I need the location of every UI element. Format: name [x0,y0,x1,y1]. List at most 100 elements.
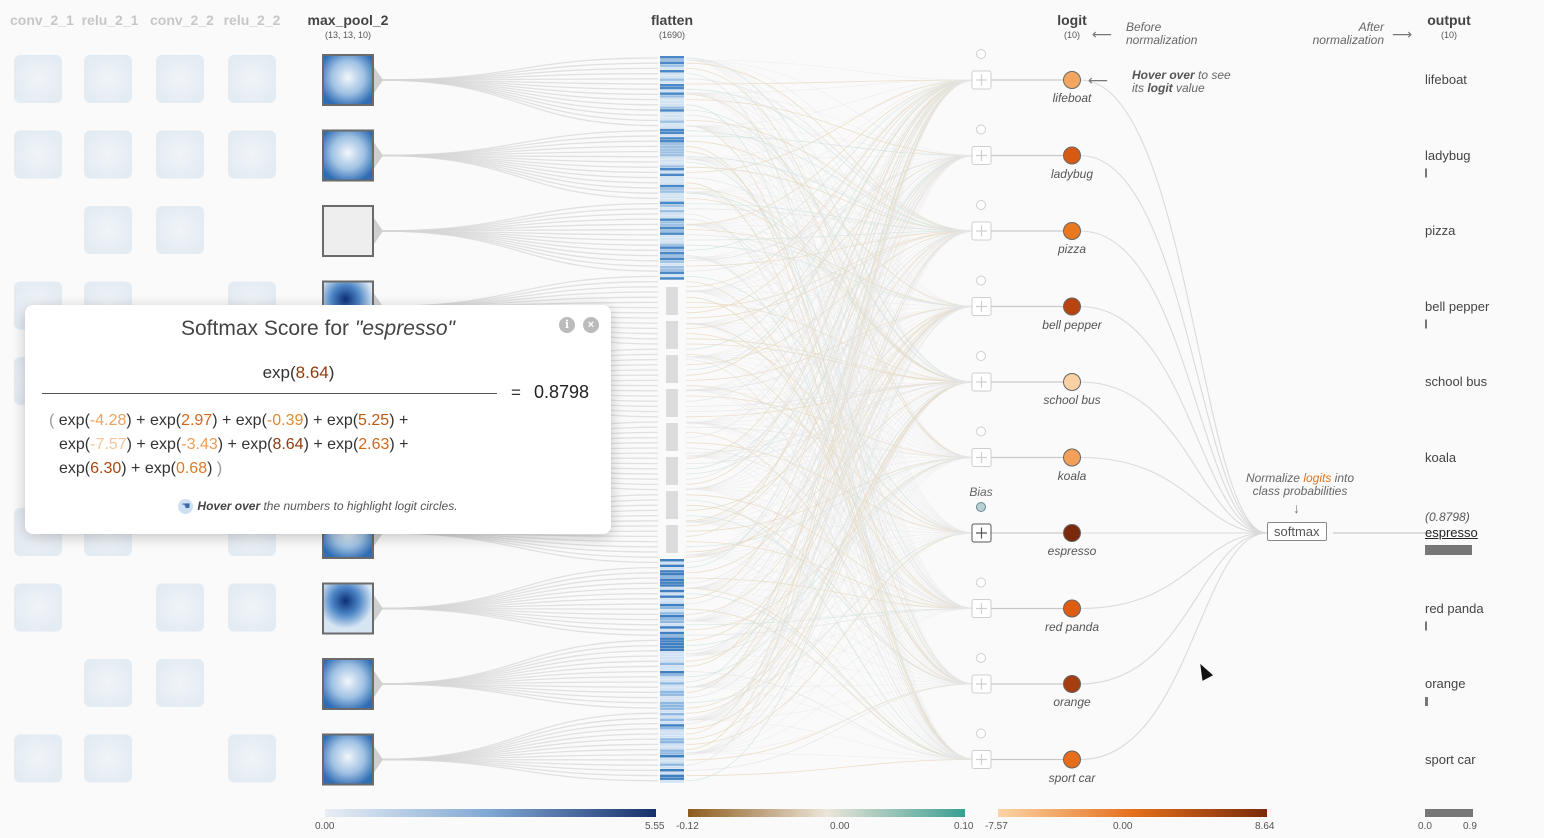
flatten-cell[interactable] [660,603,684,607]
bias-node[interactable] [976,653,986,663]
flatten-cell[interactable] [660,193,684,196]
flatten-cell[interactable] [660,573,684,576]
flatten-cell[interactable] [660,766,684,769]
flatten-cell[interactable] [660,575,684,579]
flatten-cell[interactable] [660,263,684,266]
layer-title-relu-2-1[interactable]: relu_2_1 [81,12,139,28]
flatten-cell[interactable] [660,601,684,604]
flatten-cell[interactable] [660,100,684,104]
flatten-cell[interactable] [660,64,684,67]
flatten-cell[interactable] [660,671,684,674]
flatten-cell[interactable] [660,170,684,174]
flatten-cell[interactable] [660,738,684,741]
flatten-cell[interactable] [660,578,684,582]
flatten-cell[interactable] [660,215,684,219]
denominator-value[interactable]: 2.63 [358,436,390,453]
flatten-cell[interactable] [660,587,684,590]
flatten-cell[interactable] [660,771,684,775]
flatten-cell[interactable] [660,564,684,568]
flatten-cell[interactable] [660,218,684,221]
flatten-cell[interactable] [660,634,684,638]
flatten-cell[interactable] [660,643,684,646]
flatten-cell[interactable] [660,226,684,230]
layer-title-conv-2-2[interactable]: conv_2_2 [150,12,214,28]
denominator-value[interactable]: -0.39 [266,412,304,429]
feature-map-thumbnail[interactable] [322,582,374,635]
flatten-cell[interactable] [660,61,684,65]
flatten-cell[interactable] [660,190,684,193]
flatten-cell[interactable] [660,651,684,654]
flatten-cell[interactable] [660,224,684,227]
output-label[interactable]: orange [1425,676,1466,691]
flatten-cell[interactable] [660,235,684,238]
flatten-cell[interactable] [660,668,684,671]
flatten-cell[interactable] [660,724,684,727]
flatten-cell[interactable] [660,106,684,109]
flatten-cell[interactable] [660,598,684,601]
flatten-cell[interactable] [660,718,684,722]
layer-title-max-pool-2[interactable]: max_pool_2 [307,12,389,28]
flatten-cell[interactable] [660,676,684,680]
flatten-cell[interactable] [660,271,684,275]
flatten-cell[interactable] [660,162,684,165]
flatten-cell[interactable] [660,606,684,610]
flatten-cell[interactable] [660,260,684,263]
flatten-cell[interactable] [660,777,684,780]
flatten-cell[interactable] [660,729,684,733]
flatten-cell[interactable] [660,266,684,269]
flatten-cell[interactable] [660,196,684,199]
flatten-cell[interactable] [660,145,684,149]
output-label[interactable]: espresso [1425,525,1478,540]
output-label[interactable]: school bus [1425,374,1488,389]
feature-map-thumbnail[interactable] [322,205,374,257]
flatten-cell[interactable] [660,254,684,258]
layer-title-logit[interactable]: logit [1057,12,1087,28]
flatten-cell[interactable] [660,662,684,666]
flatten-cell[interactable] [660,204,684,207]
denominator-value[interactable]: -3.43 [181,436,218,453]
flatten-cell-collapsed[interactable] [666,525,678,553]
flatten-cell[interactable] [660,657,684,660]
flatten-cell[interactable] [660,123,684,126]
flatten-cell[interactable] [660,589,684,593]
output-label[interactable]: lifeboat [1425,72,1467,87]
flatten-cell[interactable] [660,240,684,244]
bias-node[interactable] [976,728,986,739]
flatten-cell[interactable] [660,673,684,677]
flatten-cell[interactable] [660,715,684,719]
flatten-cell[interactable] [660,615,684,618]
flatten-cell[interactable] [660,735,684,738]
flatten-cell[interactable] [660,699,684,702]
flatten-cell[interactable] [660,746,684,750]
flatten-cell[interactable] [660,78,684,81]
flatten-cell-collapsed[interactable] [666,491,678,519]
logit-circle[interactable] [1063,448,1081,467]
flatten-cell[interactable] [660,212,684,216]
flatten-cell[interactable] [660,743,684,747]
flatten-cell[interactable] [660,704,684,708]
flatten-cell[interactable] [660,179,684,182]
flatten-cell[interactable] [660,148,684,151]
flatten-cell[interactable] [660,140,684,143]
flatten-cell[interactable] [660,117,684,121]
flatten-cell[interactable] [660,84,684,87]
output-label[interactable]: red panda [1425,600,1484,616]
denominator-value[interactable]: -7.57 [90,436,127,453]
flatten-cell[interactable] [660,654,684,657]
flatten-cell-collapsed[interactable] [666,423,678,451]
bias-node[interactable] [976,351,986,361]
flatten-cell[interactable] [660,687,684,691]
flatten-cell[interactable] [660,595,684,598]
flatten-cell[interactable] [660,640,684,643]
logit-circle[interactable] [1063,146,1081,165]
flatten-cell[interactable] [660,752,684,755]
flatten-cell[interactable] [660,243,684,247]
flatten-cell[interactable] [660,592,684,596]
flatten-cell[interactable] [660,760,684,764]
flatten-cell[interactable] [660,95,684,98]
flatten-cell[interactable] [660,165,684,168]
flatten-cell[interactable] [660,67,684,70]
flatten-cell[interactable] [660,620,684,624]
denominator-value[interactable]: -4.28 [89,412,127,429]
logit-circle[interactable] [1063,222,1081,240]
